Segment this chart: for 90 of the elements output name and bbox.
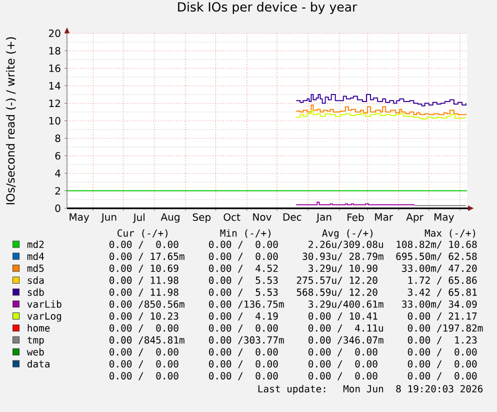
y-tick-label: 14 — [49, 82, 60, 90]
legend-label: varLog — [27, 312, 62, 322]
legend-label: sdb — [28, 288, 44, 296]
y-tick-label: 0 — [55, 204, 60, 212]
text: 0.00 /197.82m — [408, 324, 483, 332]
y-tick-label: 10 — [49, 117, 60, 125]
text: Min (-/+) — [220, 229, 270, 238]
legend-label: md4 — [27, 252, 44, 260]
text: 0.00 / 11.98 — [110, 276, 178, 285]
y-tick-label: 4 — [55, 170, 60, 177]
legend-label: tmp — [28, 336, 44, 346]
legend-label: sda — [28, 276, 44, 284]
text: 3.29u/ 10.90 — [308, 264, 378, 273]
y-tick-label: 20 — [48, 30, 60, 38]
text: 0.00 /346.07m — [308, 336, 384, 344]
text: 0.00 /303.77m — [209, 336, 284, 344]
legend-label: md2 — [27, 240, 44, 248]
x-tick-label: Aug — [160, 213, 180, 223]
y-axis-title: IOs/second read (-) / write (+) — [6, 37, 16, 204]
x-tick-label: Dec — [283, 213, 302, 221]
text: 0.00 / 10.41 — [308, 312, 378, 320]
text: 0.00 /850.56m — [110, 300, 184, 309]
text: 0.00 / 4.11u — [308, 324, 383, 332]
legend-label: home — [28, 324, 50, 332]
text: 0.00 / 10.69 — [110, 264, 178, 273]
text: 0.00 / 0.00 — [408, 372, 477, 380]
y-tick-label: 6 — [55, 152, 60, 160]
text: 0.00 / 5.53 — [209, 276, 278, 285]
text: 0.00 / 0.00 — [110, 240, 178, 249]
text: 0.00 / 0.00 — [209, 324, 278, 332]
x-tick-label: Apr — [406, 213, 424, 223]
text: 33.00m/ 47.20 — [402, 264, 477, 273]
text: Avg (-/+) — [322, 229, 372, 239]
y-tick-label: 16 — [49, 64, 60, 72]
x-tick-label: Jul — [132, 213, 144, 223]
x-tick-label: Jan — [316, 213, 332, 223]
text: 0.00 / 10.23 — [110, 312, 178, 320]
text: 2.26u/309.08u — [308, 240, 383, 249]
x-tick-label: Nov — [253, 213, 272, 221]
text: 695.50m/ 62.58 — [396, 252, 477, 261]
text: 0.00 / 0.00 — [408, 360, 477, 368]
legend-label: varLib — [27, 300, 62, 308]
y-tick-label: 18 — [49, 47, 60, 55]
text: 0.00 / 0.00 — [308, 348, 378, 356]
text: Last update: Mon Jun 8 19:20:03 2026 — [258, 384, 483, 394]
text: 0.00 / 0.00 — [209, 348, 278, 356]
text: 0.00 / 0.00 — [308, 372, 378, 380]
text: 0.00 / 21.17 — [408, 312, 477, 320]
text: 0.00 / 0.00 — [110, 372, 178, 380]
text: 0.00 / 17.65m — [110, 252, 184, 261]
text: 33.00m/ 34.09 — [402, 300, 477, 309]
text: 0.00 / 0.00 — [110, 360, 178, 368]
chart-title: Disk IOs per device - by year — [178, 2, 358, 14]
text: 30.93u/ 28.79m — [302, 252, 384, 261]
text: Cur (-/+) — [118, 229, 168, 238]
text: 0.00 / 5.53 — [209, 288, 278, 297]
legend-label: web — [26, 348, 44, 356]
text: 3.29u/400.61m — [308, 300, 384, 309]
text: 0.00 /845.81m — [110, 336, 184, 344]
text: 0.00 / 0.00 — [209, 240, 278, 249]
legend-label: md5 — [27, 264, 44, 272]
x-tick-label: Mar — [375, 213, 394, 221]
text: 568.59u/ 12.20 — [296, 288, 378, 297]
legend-label: data — [27, 360, 50, 368]
text: 0.00 / 0.00 — [110, 348, 178, 356]
text: Max (-/+) — [424, 229, 476, 238]
x-tick-label: Sep — [192, 213, 211, 223]
text: 108.82m/ 10.68 — [396, 240, 477, 249]
text: 0.00 / 0.00 — [209, 372, 278, 380]
text: 0.00 /136.75m — [209, 300, 284, 309]
text: 275.57u/ 12.20 — [296, 276, 378, 285]
text: 0.00 / 0.00 — [110, 324, 178, 332]
x-tick-label: Oct — [224, 213, 240, 221]
text: 0.00 / 4.19 — [209, 312, 278, 320]
x-tick-label: Jun — [100, 213, 116, 223]
y-tick-label: 8 — [55, 134, 60, 142]
text: 0.00 / 0.00 — [209, 252, 278, 261]
text: 0.00 / 0.00 — [209, 360, 278, 368]
text: 0.00 / 1.23 — [408, 336, 477, 344]
text: 0.00 / 0.00 — [308, 360, 378, 368]
x-tick-label: May — [434, 213, 454, 223]
text: 1.72 / 65.86 — [408, 276, 477, 285]
y-tick-label: 12 — [49, 100, 60, 108]
x-tick-label: Feb — [348, 213, 364, 222]
x-tick-label: May — [70, 213, 90, 223]
text: 0.00 / 11.98 — [110, 288, 178, 297]
text: 0.00 / 4.52 — [209, 264, 278, 273]
text: 3.42 / 65.81 — [408, 288, 477, 297]
y-tick-label: 2 — [55, 187, 60, 195]
text: 0.00 / 0.00 — [408, 348, 477, 356]
